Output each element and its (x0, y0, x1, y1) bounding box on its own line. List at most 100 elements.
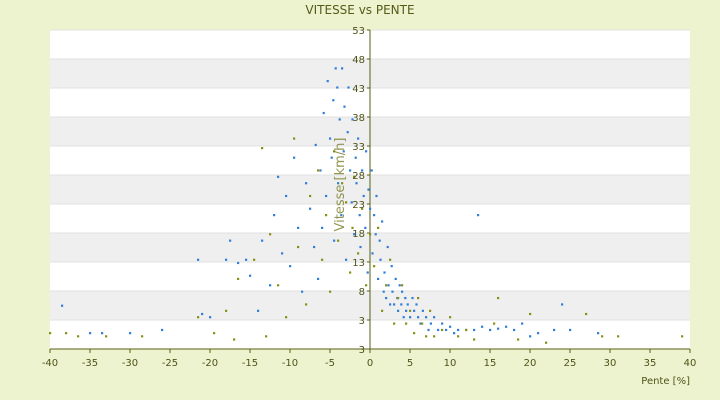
data-point (317, 277, 320, 281)
data-point (417, 296, 420, 300)
data-point (601, 335, 604, 338)
data-point (513, 328, 516, 332)
data-point (409, 316, 412, 319)
x-tick-label: -30 (122, 358, 138, 369)
data-point (497, 296, 500, 300)
data-point (537, 332, 540, 335)
data-point (391, 290, 394, 293)
x-tick-label: 15 (484, 358, 497, 369)
data-point (497, 327, 500, 330)
data-point (233, 338, 236, 341)
data-point (413, 332, 416, 335)
data-point (378, 239, 381, 242)
data-point (385, 296, 388, 300)
data-point (341, 67, 344, 70)
chart-title: VITESSE vs PENTE (305, 3, 414, 17)
data-point (141, 335, 144, 338)
data-point (253, 258, 256, 261)
data-point (261, 239, 264, 242)
data-point (342, 150, 345, 153)
data-point (401, 284, 404, 287)
data-point (285, 194, 288, 198)
data-point (354, 156, 357, 159)
x-tick-label: 10 (444, 358, 457, 369)
data-point (305, 182, 308, 185)
tick-labels: -40 -35 -30 -25 -20 -15 -10 -5 0 5 10 15 20 25 30 35 40 5… (42, 26, 697, 369)
data-point (433, 335, 436, 338)
data-point (681, 335, 684, 338)
data-point (373, 265, 376, 268)
data-point (269, 284, 272, 287)
data-point (237, 277, 240, 281)
data-point (277, 175, 280, 178)
data-point (457, 328, 460, 332)
data-point (49, 332, 52, 335)
data-point (465, 328, 468, 332)
data-point (445, 328, 448, 332)
data-point (330, 156, 333, 159)
data-point (321, 258, 324, 261)
data-point (411, 296, 414, 300)
data-point (421, 309, 424, 312)
data-points (49, 67, 684, 344)
y-tick-label: 23 (352, 200, 365, 211)
data-point (273, 214, 276, 217)
data-point (404, 296, 407, 300)
data-point (379, 258, 382, 261)
y-axis-label: Vitesse [km/h] (333, 138, 348, 232)
x-tick-label: 35 (644, 358, 657, 369)
data-point (561, 303, 564, 306)
data-point (237, 261, 240, 265)
data-point (375, 194, 378, 198)
data-point (336, 86, 339, 89)
data-point (617, 335, 620, 338)
data-point (545, 341, 548, 344)
data-point (337, 239, 340, 242)
data-point (358, 214, 361, 217)
data-point (413, 309, 416, 312)
data-point (387, 284, 390, 287)
data-point (321, 226, 324, 229)
data-point (493, 322, 496, 325)
data-point (333, 239, 336, 242)
data-point (381, 309, 384, 312)
data-point (325, 194, 328, 198)
y-tick-label: 48 (352, 55, 365, 66)
data-point (385, 284, 388, 287)
data-point (415, 303, 418, 306)
data-point (393, 322, 396, 325)
data-point (427, 328, 430, 332)
data-point (349, 271, 352, 274)
data-point (377, 226, 380, 229)
data-point (441, 328, 444, 332)
data-point (265, 335, 268, 338)
data-point (105, 335, 108, 338)
data-point (425, 335, 428, 338)
data-point (382, 290, 385, 293)
data-point (334, 67, 337, 70)
data-point (409, 309, 412, 312)
y-tick-label: 3 (359, 316, 365, 327)
x-tick-label: 25 (564, 358, 577, 369)
data-point (353, 233, 356, 236)
y-tick-label: 18 (352, 229, 365, 240)
y-tick-label: 43 (352, 84, 365, 95)
data-point (477, 214, 480, 217)
data-point (332, 99, 335, 102)
data-point (343, 105, 346, 108)
data-point (361, 169, 364, 172)
data-point (553, 328, 556, 332)
x-tick-label: -25 (162, 358, 178, 369)
data-point (340, 214, 343, 217)
y-tick-label: 8 (359, 287, 365, 298)
data-point (401, 290, 404, 293)
x-tick-label: -40 (42, 358, 58, 369)
x-axis-label: Pente [%] (641, 376, 690, 387)
data-point (333, 150, 336, 153)
data-point (364, 226, 367, 229)
data-point (377, 277, 380, 281)
data-point (366, 271, 369, 274)
data-point (369, 233, 372, 236)
data-point (213, 332, 216, 335)
